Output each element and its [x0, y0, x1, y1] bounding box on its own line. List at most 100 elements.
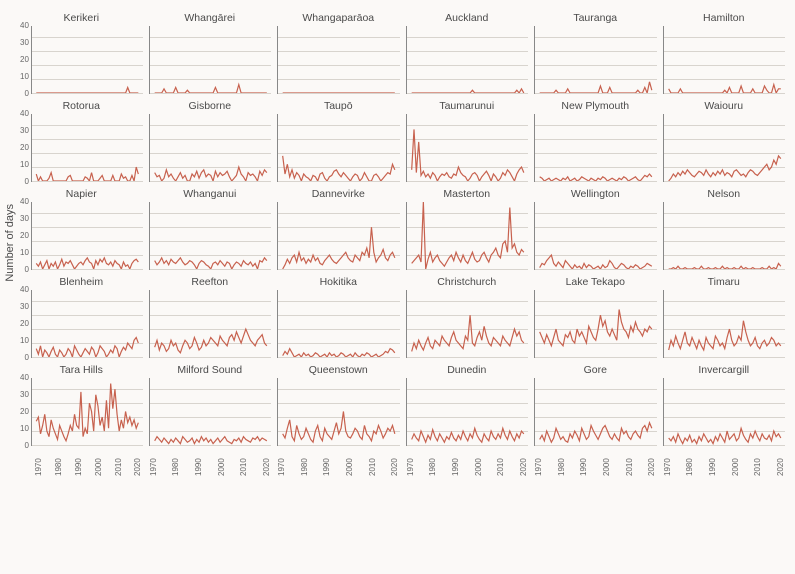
x-tick-label: 2020	[647, 446, 656, 476]
panel-title: Auckland	[406, 10, 529, 26]
plot-area	[663, 114, 786, 182]
series-line	[407, 26, 529, 93]
x-tick-label: 1980	[685, 446, 694, 476]
panel-title: Tauranga	[534, 10, 657, 26]
panel-nelson: Nelson	[663, 186, 786, 270]
x-tick-label: 2020	[390, 446, 399, 476]
plot-area	[534, 202, 657, 270]
panel-title: Taumarunui	[406, 98, 529, 114]
series-line	[278, 202, 400, 269]
panel-title: Dunedin	[406, 362, 529, 378]
series-line	[278, 26, 400, 93]
y-axis-ticks: 403020100	[20, 26, 31, 94]
plot-area	[149, 26, 272, 94]
panel-kerikeri: Kerikeri403020100	[20, 10, 143, 94]
x-tick-label: 2000	[602, 446, 611, 476]
x-tick-label: 1970	[663, 446, 672, 476]
panel-blenheim: Blenheim403020100	[20, 274, 143, 358]
panel-title: Timaru	[663, 274, 786, 290]
panel-title: Milford Sound	[149, 362, 272, 378]
panel-title: Whangārei	[149, 10, 272, 26]
series-line	[278, 378, 400, 445]
x-tick-label: 1970	[534, 446, 543, 476]
plot-area	[31, 290, 143, 358]
x-tick-label: 1990	[451, 446, 460, 476]
panel-hokitika: Hokitika	[277, 274, 400, 358]
x-axis-ticks: 197019801990200020102020	[277, 446, 400, 476]
plot-area	[406, 202, 529, 270]
x-tick-label: 2020	[776, 446, 785, 476]
plot-area	[663, 378, 786, 446]
panel-title: Lake Tekapo	[534, 274, 657, 290]
x-axis-ticks: 197019801990200020102020	[149, 446, 272, 476]
panel-christchurch: Christchurch	[406, 274, 529, 358]
series-line	[32, 26, 143, 93]
plot-area	[406, 26, 529, 94]
series-line	[150, 26, 272, 93]
plot-area	[406, 114, 529, 182]
series-line	[664, 378, 786, 445]
panel-title: Wellington	[534, 186, 657, 202]
x-tick-label: 1970	[277, 446, 286, 476]
series-line	[664, 114, 786, 181]
series-line	[32, 202, 143, 269]
panel-dannevirke: Dannevirke	[277, 186, 400, 270]
x-tick-label: 1990	[322, 446, 331, 476]
panel-title: Gore	[534, 362, 657, 378]
plot-area	[149, 202, 272, 270]
x-tick-label: 1980	[300, 446, 309, 476]
plot-area	[534, 378, 657, 446]
panel-lake-tekapo: Lake Tekapo	[534, 274, 657, 358]
x-tick-label: 2010	[496, 446, 505, 476]
y-axis-ticks: 403020100	[20, 378, 31, 446]
series-line	[535, 290, 657, 357]
plot-area	[663, 202, 786, 270]
x-tick-label: 1990	[194, 446, 203, 476]
x-tick-label: 1990	[708, 446, 717, 476]
plot-area	[277, 202, 400, 270]
series-line	[535, 202, 657, 269]
series-line	[407, 290, 529, 357]
panel-tauranga: Tauranga	[534, 10, 657, 94]
plot-area	[31, 202, 143, 270]
series-line	[664, 202, 786, 269]
panel-hamilton: Hamilton	[663, 10, 786, 94]
series-line	[32, 114, 143, 181]
x-tick-label: 2000	[94, 446, 103, 476]
x-tick-label: 2000	[731, 446, 740, 476]
series-line	[535, 26, 657, 93]
x-tick-label: 1980	[557, 446, 566, 476]
plot-area	[277, 378, 400, 446]
series-line	[407, 114, 529, 181]
panel-milford-sound: Milford Sound197019801990200020102020	[149, 362, 272, 476]
panel-title: Queenstown	[277, 362, 400, 378]
panel-title: Christchurch	[406, 274, 529, 290]
plot-area	[31, 114, 143, 182]
panel-title: Dannevirke	[277, 186, 400, 202]
panel-title: Napier	[20, 186, 143, 202]
panel-reefton: Reefton	[149, 274, 272, 358]
x-tick-label: 2000	[474, 446, 483, 476]
panel-title: Whanganui	[149, 186, 272, 202]
series-line	[535, 378, 657, 445]
x-tick-label: 2010	[239, 446, 248, 476]
x-tick-label: 1970	[34, 446, 43, 476]
series-line	[32, 378, 143, 445]
panel-timaru: Timaru	[663, 274, 786, 358]
x-tick-label: 2000	[217, 446, 226, 476]
panel-taup-: Taupō	[277, 98, 400, 182]
y-axis-ticks: 403020100	[20, 114, 31, 182]
panel-title: Hokitika	[277, 274, 400, 290]
panel-title: Blenheim	[20, 274, 143, 290]
y-axis-ticks: 403020100	[20, 290, 31, 358]
plot-area	[534, 26, 657, 94]
x-axis-ticks: 197019801990200020102020	[406, 446, 529, 476]
series-line	[407, 378, 529, 445]
plot-area	[31, 26, 143, 94]
panel-whangapar-oa: Whangaparāoa	[277, 10, 400, 94]
x-tick-label: 1970	[406, 446, 415, 476]
panel-title: Reefton	[149, 274, 272, 290]
panel-title: Whangaparāoa	[277, 10, 400, 26]
plot-area	[663, 290, 786, 358]
panel-whang-rei: Whangārei	[149, 10, 272, 94]
